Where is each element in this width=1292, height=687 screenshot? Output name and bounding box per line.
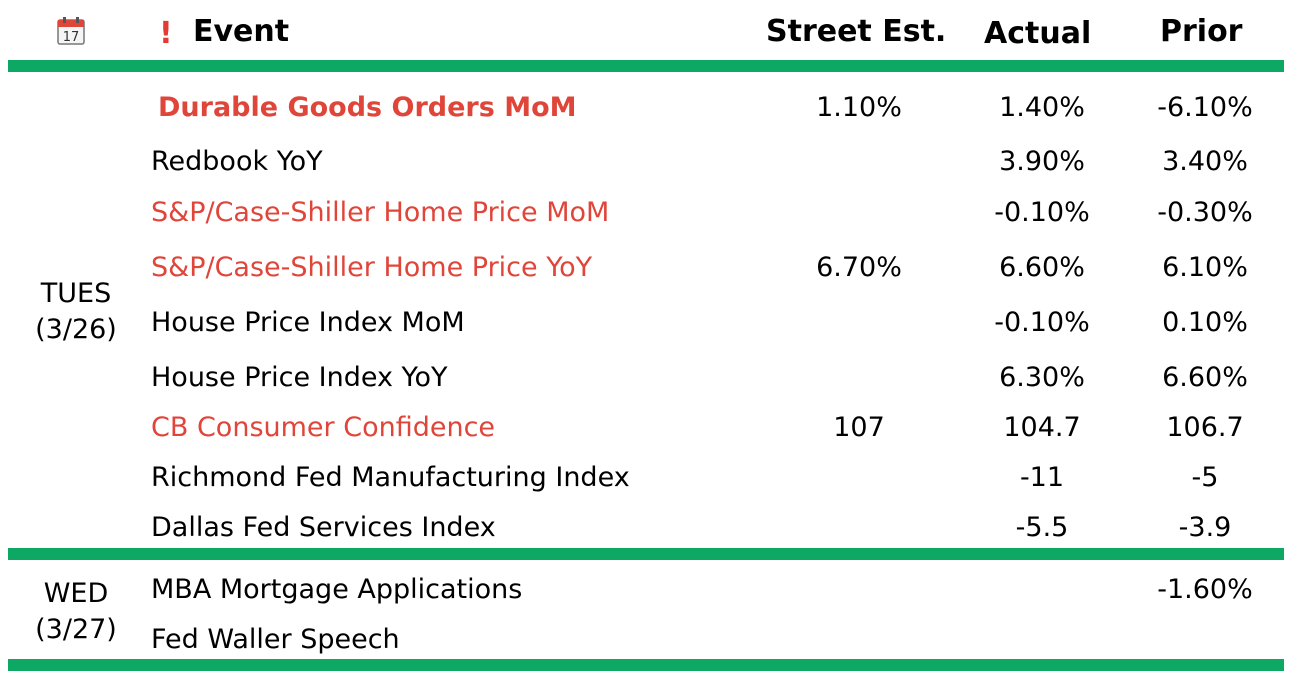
table-row: S&P/Case-Shiller Home Price MoM -0.10% -… — [0, 197, 1292, 247]
street-est-value: 6.70% — [816, 252, 902, 283]
event-name: MBA Mortgage Applications — [151, 574, 523, 605]
calendar-icon: 17 — [57, 17, 85, 45]
header-divider — [8, 60, 1284, 72]
event-name: CB Consumer Confidence — [151, 412, 496, 443]
header-event: Event — [193, 14, 290, 49]
event-name: Redbook YoY — [151, 146, 323, 177]
street-est-value: 1.10% — [816, 92, 902, 123]
actual-value: -0.10% — [994, 307, 1090, 338]
actual-value: 3.90% — [999, 146, 1085, 177]
actual-value: -5.5 — [1015, 512, 1069, 543]
prior-value: -3.9 — [1178, 512, 1232, 543]
event-name: Richmond Fed Manufacturing Index — [151, 462, 630, 493]
prior-value: 6.60% — [1162, 362, 1248, 393]
event-name: S&P/Case-Shiller Home Price YoY — [151, 252, 593, 283]
table-row: Fed Waller Speech — [0, 624, 1292, 674]
actual-value: 6.60% — [999, 252, 1085, 283]
table-row: Redbook YoY 3.90% 3.40% — [0, 146, 1292, 196]
event-name: Durable Goods Orders MoM — [158, 92, 577, 123]
table-row: House Price Index YoY 6.30% 6.60% — [0, 362, 1292, 412]
table-row: S&P/Case-Shiller Home Price YoY 6.70% 6.… — [0, 252, 1292, 302]
day-label-wed: WED (3/27) — [20, 576, 132, 648]
calendar-day-number: 17 — [63, 30, 80, 45]
footer-divider — [8, 659, 1284, 671]
event-name: House Price Index YoY — [151, 362, 448, 393]
exclamation-icon: ! — [159, 16, 173, 51]
header-actual: Actual — [984, 16, 1092, 51]
prior-value: 106.7 — [1166, 412, 1244, 443]
day-date: (3/27) — [35, 614, 117, 645]
prior-value: -0.30% — [1157, 197, 1253, 228]
table-row: MBA Mortgage Applications -1.60% — [0, 574, 1292, 624]
street-est-value: 107 — [833, 412, 885, 443]
table-row: Durable Goods Orders MoM 1.10% 1.40% -6.… — [0, 92, 1292, 142]
actual-value: -11 — [1019, 462, 1065, 493]
group-divider — [8, 548, 1284, 560]
event-name: S&P/Case-Shiller Home Price MoM — [151, 197, 610, 228]
day-name: WED — [43, 578, 109, 609]
table-row: CB Consumer Confidence 107 104.7 106.7 — [0, 412, 1292, 462]
day-label-tues: TUES (3/26) — [20, 276, 132, 348]
prior-value: -6.10% — [1157, 92, 1253, 123]
day-date: (3/26) — [35, 314, 117, 345]
prior-value: -1.60% — [1157, 574, 1253, 605]
prior-value: 0.10% — [1162, 307, 1248, 338]
header-street-est: Street Est. — [766, 14, 947, 49]
table-row: Richmond Fed Manufacturing Index -11 -5 — [0, 462, 1292, 512]
prior-value: -5 — [1191, 462, 1219, 493]
actual-value: 6.30% — [999, 362, 1085, 393]
day-name: TUES — [40, 278, 112, 309]
event-name: House Price Index MoM — [151, 307, 465, 338]
event-name: Dallas Fed Services Index — [151, 512, 496, 543]
prior-value: 3.40% — [1162, 146, 1248, 177]
header-prior: Prior — [1160, 14, 1243, 49]
actual-value: -0.10% — [994, 197, 1090, 228]
actual-value: 104.7 — [1003, 412, 1081, 443]
actual-value: 1.40% — [999, 92, 1085, 123]
event-name: Fed Waller Speech — [151, 624, 400, 655]
table-row: Dallas Fed Services Index -5.5 -3.9 — [0, 512, 1292, 562]
prior-value: 6.10% — [1162, 252, 1248, 283]
table-row: House Price Index MoM -0.10% 0.10% — [0, 307, 1292, 357]
